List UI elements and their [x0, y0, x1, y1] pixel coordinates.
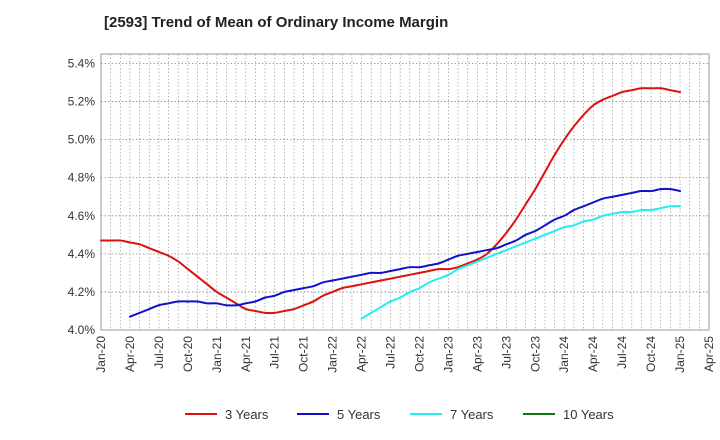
y-axis: 4.0% 4.2% 4.4% 4.6% 4.8% 5.0% 5.2% 5.4% [68, 57, 96, 337]
chart-title: [2593] Trend of Mean of Ordinary Income … [104, 14, 449, 31]
x-tick-label: Apr-23 [470, 336, 484, 372]
legend: 3 Years 5 Years 7 Years 10 Years [185, 407, 614, 422]
series-lines [100, 87, 682, 320]
x-tick-label: Jan-25 [673, 336, 687, 373]
x-tick-label: Jul-23 [499, 336, 513, 369]
x-tick-label: Jul-22 [384, 336, 398, 369]
legend-label-10-years: 10 Years [563, 407, 614, 422]
x-tick-label: Oct-21 [297, 336, 311, 372]
series-line-5-years [128, 187, 682, 318]
x-tick-label: Jan-24 [557, 336, 571, 373]
y-tick-label: 4.6% [68, 209, 96, 223]
x-tick-label: Apr-20 [123, 336, 137, 372]
y-tick-label: 5.0% [68, 133, 96, 147]
x-tick-label: Oct-23 [528, 336, 542, 372]
y-tick-label: 5.4% [68, 57, 96, 71]
x-tick-label: Apr-25 [702, 336, 716, 372]
y-tick-label: 4.8% [68, 171, 96, 185]
x-tick-label: Jan-22 [326, 336, 340, 373]
y-tick-label: 4.4% [68, 247, 96, 261]
plot-frame [100, 53, 710, 331]
legend-label-5-years: 5 Years [337, 407, 381, 422]
x-tick-label: Oct-22 [412, 336, 426, 372]
y-tick-label: 4.0% [68, 323, 96, 337]
series-line-3-years [100, 87, 682, 315]
x-tick-label: Jul-21 [268, 336, 282, 369]
x-tick-label: Jan-21 [210, 336, 224, 373]
x-tick-label: Oct-24 [644, 336, 658, 372]
x-tick-label: Apr-22 [355, 336, 369, 372]
y-tick-label: 5.2% [68, 95, 96, 109]
legend-label-3-years: 3 Years [225, 407, 269, 422]
x-tick-label: Oct-20 [181, 336, 195, 372]
x-tick-label: Jul-20 [152, 336, 166, 369]
y-tick-label: 4.2% [68, 285, 96, 299]
x-tick-label: Jan-20 [94, 336, 108, 373]
x-tick-label: Jan-23 [441, 336, 455, 373]
series-line-7-years [360, 205, 682, 320]
x-tick-label: Apr-21 [239, 336, 253, 372]
x-tick-label: Apr-24 [586, 336, 600, 372]
x-axis: Jan-20 Apr-20 Jul-20 Oct-20 Jan-21 Apr-21 Jul-… [94, 336, 716, 373]
legend-label-7-years: 7 Years [450, 407, 494, 422]
x-tick-label: Jul-24 [615, 336, 629, 369]
